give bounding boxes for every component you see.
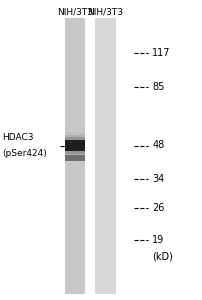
Bar [65, 154, 85, 160]
Bar [65, 140, 85, 151]
Bar [65, 132, 85, 159]
Bar [65, 137, 85, 154]
Text: NIH/3T3: NIH/3T3 [87, 8, 123, 16]
Bar [65, 135, 85, 156]
Bar [65, 18, 85, 294]
Text: 34: 34 [152, 173, 164, 184]
Text: (pSer424): (pSer424) [2, 148, 46, 158]
Text: 117: 117 [152, 47, 170, 58]
Text: NIH/3T3: NIH/3T3 [57, 8, 93, 16]
Bar [95, 18, 115, 294]
Text: 85: 85 [152, 82, 164, 92]
Text: HDAC3: HDAC3 [2, 134, 33, 142]
Text: 48: 48 [152, 140, 164, 151]
Text: (kD): (kD) [152, 251, 172, 262]
Text: 26: 26 [152, 203, 164, 214]
Text: 19: 19 [152, 235, 164, 245]
